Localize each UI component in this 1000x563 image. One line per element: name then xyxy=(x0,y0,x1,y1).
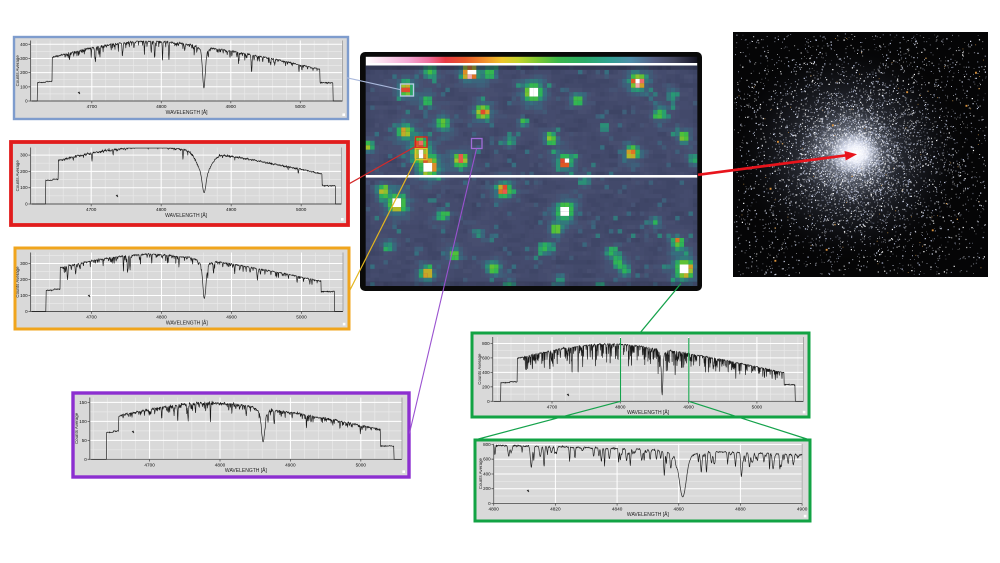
svg-text:4800: 4800 xyxy=(615,404,626,409)
svg-text:300: 300 xyxy=(20,153,28,158)
svg-text:4900: 4900 xyxy=(683,404,694,409)
svg-text:150: 150 xyxy=(79,400,87,405)
svg-text:200: 200 xyxy=(482,384,490,389)
svg-text:Counts Average: Counts Average xyxy=(15,160,20,192)
svg-text:5000: 5000 xyxy=(296,207,307,212)
svg-text:4700: 4700 xyxy=(87,104,98,109)
svg-text:4900: 4900 xyxy=(226,207,237,212)
svg-text:5000: 5000 xyxy=(752,404,763,409)
svg-text:4800: 4800 xyxy=(156,315,167,320)
svg-text:300: 300 xyxy=(20,56,28,61)
svg-text:4700: 4700 xyxy=(144,462,155,467)
svg-text:800: 800 xyxy=(483,442,491,447)
svg-text:5000: 5000 xyxy=(356,462,367,467)
svg-text:WAVELENGTH [Å]: WAVELENGTH [Å] xyxy=(627,511,670,518)
svg-text:800: 800 xyxy=(482,341,490,346)
svg-text:WAVELENGTH [Å]: WAVELENGTH [Å] xyxy=(225,467,268,474)
svg-text:200: 200 xyxy=(20,277,28,282)
svg-text:200: 200 xyxy=(483,486,491,491)
svg-text:Counts Average: Counts Average xyxy=(478,457,483,489)
svg-text:0: 0 xyxy=(487,399,490,404)
svg-text:0: 0 xyxy=(25,309,28,314)
svg-text:4900: 4900 xyxy=(226,104,237,109)
svg-text:50: 50 xyxy=(82,438,88,443)
svg-text:600: 600 xyxy=(483,457,491,462)
svg-text:4840: 4840 xyxy=(612,506,623,511)
svg-text:100: 100 xyxy=(20,185,28,190)
svg-text:400: 400 xyxy=(482,370,490,375)
svg-text:0: 0 xyxy=(25,99,28,104)
svg-text:100: 100 xyxy=(20,293,28,298)
svg-text:4820: 4820 xyxy=(550,506,561,511)
svg-text:WAVELENGTH [Å]: WAVELENGTH [Å] xyxy=(166,319,209,326)
svg-text:0: 0 xyxy=(25,202,28,207)
svg-text:WAVELENGTH [Å]: WAVELENGTH [Å] xyxy=(165,212,208,219)
svg-text:4860: 4860 xyxy=(673,506,684,511)
svg-text:4800: 4800 xyxy=(488,506,499,511)
svg-text:Counts Average: Counts Average xyxy=(15,266,20,298)
svg-text:100: 100 xyxy=(20,84,28,89)
svg-text:4800: 4800 xyxy=(156,104,167,109)
svg-text:5000: 5000 xyxy=(295,104,306,109)
svg-text:0: 0 xyxy=(84,457,87,462)
svg-text:Counts Average: Counts Average xyxy=(477,353,482,385)
svg-text:4700: 4700 xyxy=(86,315,97,320)
svg-text:4700: 4700 xyxy=(547,404,558,409)
svg-text:4800: 4800 xyxy=(215,462,226,467)
svg-text:4900: 4900 xyxy=(226,315,237,320)
svg-text:4800: 4800 xyxy=(156,207,167,212)
svg-text:400: 400 xyxy=(20,42,28,47)
svg-text:WAVELENGTH [Å]: WAVELENGTH [Å] xyxy=(166,109,209,116)
svg-text:0: 0 xyxy=(488,501,491,506)
svg-text:4700: 4700 xyxy=(86,207,97,212)
svg-text:4880: 4880 xyxy=(735,506,746,511)
svg-text:100: 100 xyxy=(79,419,87,424)
svg-text:Counts Average: Counts Average xyxy=(15,55,20,87)
svg-text:200: 200 xyxy=(20,169,28,174)
svg-text:200: 200 xyxy=(20,70,28,75)
svg-text:4900: 4900 xyxy=(285,462,296,467)
svg-text:WAVELENGTH [Å]: WAVELENGTH [Å] xyxy=(627,409,670,416)
svg-text:400: 400 xyxy=(483,472,491,477)
svg-text:4900: 4900 xyxy=(797,506,808,511)
svg-text:600: 600 xyxy=(482,355,490,360)
svg-text:Counts Average: Counts Average xyxy=(74,412,79,444)
svg-text:5000: 5000 xyxy=(296,315,307,320)
svg-text:300: 300 xyxy=(20,261,28,266)
